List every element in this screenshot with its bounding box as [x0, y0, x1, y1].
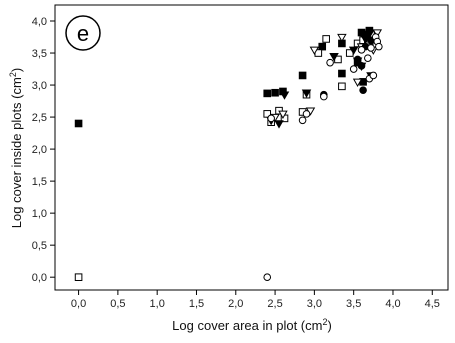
panel-label-circle [65, 15, 101, 51]
data-point-filled-circle [359, 86, 367, 94]
x-tick-label: 4,5 [425, 298, 440, 310]
x-axis-title: Log cover area in plot (cm2) [172, 317, 332, 333]
data-point-open-triangle-down [337, 33, 347, 43]
data-point-open-circle [349, 65, 358, 73]
y-tick-label: 2,5 [32, 112, 47, 124]
data-point-open-circle [375, 42, 383, 51]
x-tick-label: 0,0 [71, 298, 86, 310]
y-tick-label: 1,5 [32, 176, 47, 188]
data-point-open-circle [364, 54, 372, 62]
y-ticks: 0,0 0,5 1,0 1,5 2,0 2,5 3,0 3,5 4,0 [32, 16, 55, 284]
data-point-open-circle [298, 116, 307, 125]
data-point-filled-square [74, 119, 83, 128]
data-point-open-circle [302, 110, 311, 118]
data-point-filled-square [271, 88, 279, 97]
panel-label: e [77, 21, 89, 46]
data-point-open-square [74, 273, 83, 281]
x-tick-label: 3,5 [346, 298, 361, 310]
data-point-open-circle [320, 92, 328, 101]
x-tick-label: 1,0 [150, 298, 165, 310]
x-tick-label: 1,5 [189, 298, 204, 310]
data-point-open-circle [267, 114, 275, 123]
data-point-filled-triangle-down [329, 53, 339, 62]
data-point-filled-triangle-down [274, 120, 284, 129]
data-point-filled-square [318, 42, 327, 51]
data-point-filled-square [263, 89, 272, 98]
data-point-open-triangle-down [309, 46, 320, 55]
data-point-filled-square [298, 71, 307, 80]
x-tick-label: 3,0 [307, 298, 322, 310]
y-tick-label: 4,0 [32, 16, 47, 28]
y-tick-label: 0,5 [32, 240, 47, 252]
data-point-filled-triangle-down [301, 89, 312, 98]
data-point-filled-circle [357, 62, 366, 70]
data-point-open-triangle-down [278, 110, 288, 119]
x-tick-label: 0,5 [110, 298, 125, 310]
y-tick-label: 3,0 [32, 80, 47, 92]
data-point-open-square [338, 82, 346, 91]
data-point-open-circle [357, 46, 366, 54]
x-tick-label: 2,0 [228, 298, 243, 310]
y-tick-label: 2,0 [32, 144, 47, 156]
data-point-open-circle [263, 273, 272, 281]
data-point-open-square [322, 35, 330, 43]
data-points [74, 26, 383, 281]
x-tick-label: 2,5 [267, 298, 282, 310]
y-tick-label: 1,0 [32, 208, 47, 220]
x-tick-label: 4,0 [385, 298, 400, 310]
data-point-open-triangle-down [352, 78, 363, 87]
data-point-filled-triangle-down [348, 46, 359, 55]
data-point-open-triangle-down [372, 29, 383, 38]
data-point-open-circle [326, 58, 334, 67]
y-axis-title: Log cover inside plots (cm2) [8, 68, 24, 228]
y-tick-label: 3,5 [32, 48, 47, 60]
x-ticks: 0,0 0,5 1,0 1,5 2,0 2,5 3,0 3,5 4,0 4,5 [71, 290, 440, 310]
data-point-filled-triangle-down [279, 91, 290, 100]
data-point-open-circle [367, 44, 375, 52]
data-point-filled-circle [353, 55, 362, 64]
plot-frame [54, 4, 449, 291]
y-tick-label: 0,0 [32, 272, 47, 284]
data-point-open-circle [369, 71, 378, 80]
data-point-filled-square [338, 69, 346, 78]
data-point-filled-triangle-down [364, 30, 375, 39]
